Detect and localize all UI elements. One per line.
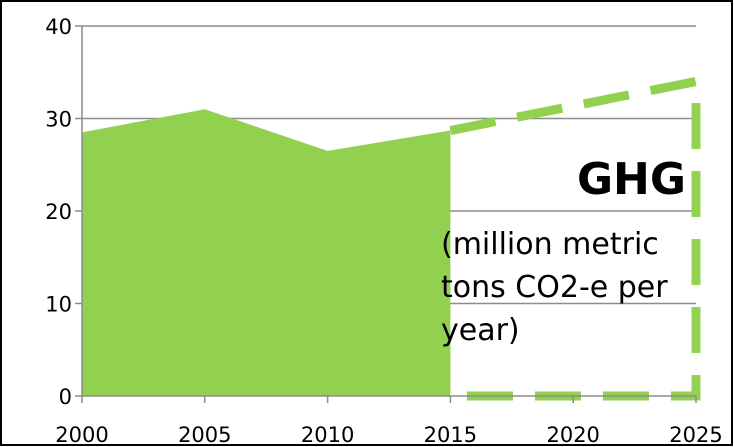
- y-tick-label-0: 0: [59, 385, 72, 409]
- x-tick-label-2015: 2015: [424, 423, 477, 447]
- chart-title: GHG: [577, 154, 686, 205]
- y-tick-label-10: 10: [45, 293, 72, 317]
- y-tick-label-40: 40: [45, 15, 72, 39]
- axes: [75, 25, 697, 403]
- x-tick-label-2005: 2005: [178, 423, 231, 447]
- chart-subtitle-line-2: tons CO2-e per: [441, 270, 668, 305]
- x-tick-label-2010: 2010: [301, 423, 354, 447]
- y-tick-label-30: 30: [45, 108, 72, 132]
- x-tick-label-2000: 2000: [55, 423, 108, 447]
- y-tick-label-20: 20: [45, 200, 72, 224]
- title-layer: GHG (million metric tons CO2-e per year): [441, 154, 686, 348]
- tick-labels: 0 10 20 30 40 2000 2005 2010 2015 2020 2025: [45, 15, 722, 447]
- x-tick-label-2025: 2025: [669, 423, 722, 447]
- chart-subtitle-line-3: year): [441, 313, 520, 348]
- series-0-area: [82, 109, 451, 396]
- x-tick-label-2020: 2020: [546, 423, 599, 447]
- chart-subtitle-line-1: (million metric: [441, 227, 659, 262]
